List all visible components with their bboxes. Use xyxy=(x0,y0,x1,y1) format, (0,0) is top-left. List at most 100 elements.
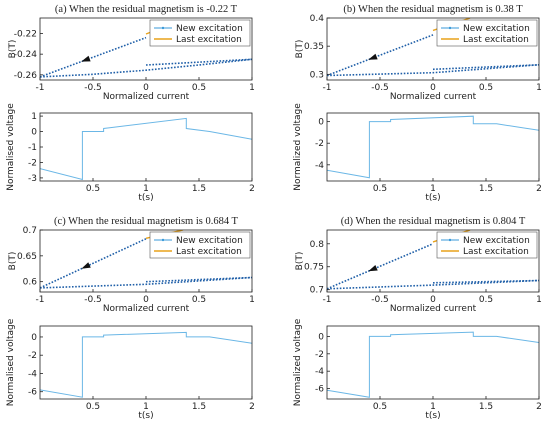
y-tick-label: 0.65 xyxy=(17,252,37,262)
y-tick-label: 0.8 xyxy=(310,240,325,250)
y-tick-label: 0.3 xyxy=(310,70,324,80)
legend-label: New excitation xyxy=(176,236,243,246)
chart-title: (c) When the residual magnetism is 0.684… xyxy=(54,216,238,227)
legend-marker xyxy=(448,238,452,242)
y-tick-label: -2 xyxy=(315,139,324,149)
voltage-plot xyxy=(39,325,253,400)
x-tick-label: 0.5 xyxy=(479,83,493,93)
legend-marker xyxy=(161,238,165,242)
voltage-plot xyxy=(39,112,253,182)
legend-label: Last excitation xyxy=(463,35,529,45)
y-tick-label: 0 xyxy=(31,128,37,138)
new-excitation-line xyxy=(40,276,252,289)
x-tick-label: 0.5 xyxy=(373,184,387,194)
y-tick-label: -4 xyxy=(315,367,324,377)
x-tick-label: -0.5 xyxy=(84,295,102,305)
x-tick-label: 0.5 xyxy=(373,402,387,412)
plot-area xyxy=(40,331,252,398)
x-tick-label: 0.5 xyxy=(86,184,100,194)
x-tick-label: 0 xyxy=(430,295,436,305)
y-tick-label: 0 xyxy=(31,333,37,343)
y-axis-label: B(T) xyxy=(295,252,305,271)
legend-label: New excitation xyxy=(176,24,243,34)
b-h-curve-plot xyxy=(326,17,540,81)
y-tick-label: -2 xyxy=(28,351,37,361)
new-excitation-line xyxy=(327,34,434,77)
x-tick-label: 2 xyxy=(536,402,542,412)
x-tick-label: -0.5 xyxy=(371,295,389,305)
plot-area xyxy=(327,331,539,398)
direction-arrow xyxy=(368,264,378,272)
x-axis-label: t(s) xyxy=(138,193,153,203)
x-tick-label: 1 xyxy=(430,184,436,194)
x-tick-label: -0.5 xyxy=(84,83,102,93)
b-h-curve-plot xyxy=(39,17,253,81)
y-tick-label: 0.35 xyxy=(304,42,324,52)
x-axis-label: t(s) xyxy=(425,411,440,421)
x-tick-label: 0 xyxy=(143,83,149,93)
legend-label: New excitation xyxy=(463,24,530,34)
y-tick-label: -4 xyxy=(28,369,37,379)
voltage-line xyxy=(40,117,252,181)
y-axis-label: B(T) xyxy=(295,40,305,59)
new-excitation-line xyxy=(40,36,147,78)
y-tick-label: 0 xyxy=(318,118,324,128)
y-axis-label: Normalised voltage xyxy=(6,103,16,191)
legend-box xyxy=(149,19,251,47)
voltage-line xyxy=(327,115,539,179)
y-axis-label: Normalized voltage xyxy=(293,318,303,406)
x-tick-label: 0 xyxy=(430,83,436,93)
x-tick-label: 1.5 xyxy=(479,184,493,194)
y-tick-label: 0.4 xyxy=(310,14,325,24)
voltage-plot xyxy=(326,112,540,182)
y-axis-label: B(T) xyxy=(8,252,18,271)
x-tick-label: -1 xyxy=(323,83,332,93)
new-excitation-line xyxy=(432,64,539,71)
x-tick-label: -1 xyxy=(323,295,332,305)
legend-box xyxy=(149,231,251,259)
x-tick-label: 0.5 xyxy=(479,295,493,305)
b-h-curve-plot xyxy=(326,229,540,293)
y-tick-label: 0 xyxy=(318,332,324,342)
x-tick-label: 1 xyxy=(143,184,149,194)
direction-arrow xyxy=(81,262,91,269)
direction-arrow xyxy=(368,53,378,60)
chart-title: (b) When the residual magnetism is 0.38 … xyxy=(343,4,523,15)
x-axis-label: Normalized current xyxy=(390,304,477,314)
legend-box xyxy=(436,231,538,259)
x-tick-label: -0.5 xyxy=(371,83,389,93)
y-tick-label: 0.7 xyxy=(310,286,324,296)
y-tick-label: -4 xyxy=(315,161,324,171)
y-axis-label: Normalised voltage xyxy=(6,318,16,406)
x-tick-label: 1.5 xyxy=(479,402,493,412)
x-axis-label: Normalized current xyxy=(390,92,477,102)
b-h-curve-plot xyxy=(39,229,253,293)
y-tick-label: -2 xyxy=(315,350,324,360)
y-tick-label: -0.22 xyxy=(14,30,37,40)
x-tick-label: 2 xyxy=(536,184,542,194)
voltage-line xyxy=(327,331,539,398)
x-tick-label: 0.5 xyxy=(192,83,206,93)
y-tick-label: -1 xyxy=(28,143,37,153)
legend-marker xyxy=(161,26,165,30)
axes-box xyxy=(326,325,540,400)
x-tick-label: 1.5 xyxy=(192,184,206,194)
x-axis-label: t(s) xyxy=(425,193,440,203)
y-tick-label: 0.75 xyxy=(304,263,324,273)
x-tick-label: 1 xyxy=(249,83,255,93)
x-axis-label: t(s) xyxy=(138,411,153,421)
legend-label: Last excitation xyxy=(176,247,242,257)
y-tick-label: 1 xyxy=(31,112,37,122)
x-tick-label: -1 xyxy=(36,295,45,305)
plot-area xyxy=(40,117,252,181)
new-excitation-line xyxy=(145,276,252,283)
voltage-plot xyxy=(326,325,540,400)
x-tick-label: 1.5 xyxy=(192,402,206,412)
x-tick-label: 0 xyxy=(143,295,149,305)
axes-box xyxy=(326,112,540,182)
y-tick-label: -6 xyxy=(315,385,324,395)
new-excitation-line xyxy=(40,238,147,289)
direction-arrow xyxy=(81,55,91,62)
new-excitation-line xyxy=(327,64,539,77)
